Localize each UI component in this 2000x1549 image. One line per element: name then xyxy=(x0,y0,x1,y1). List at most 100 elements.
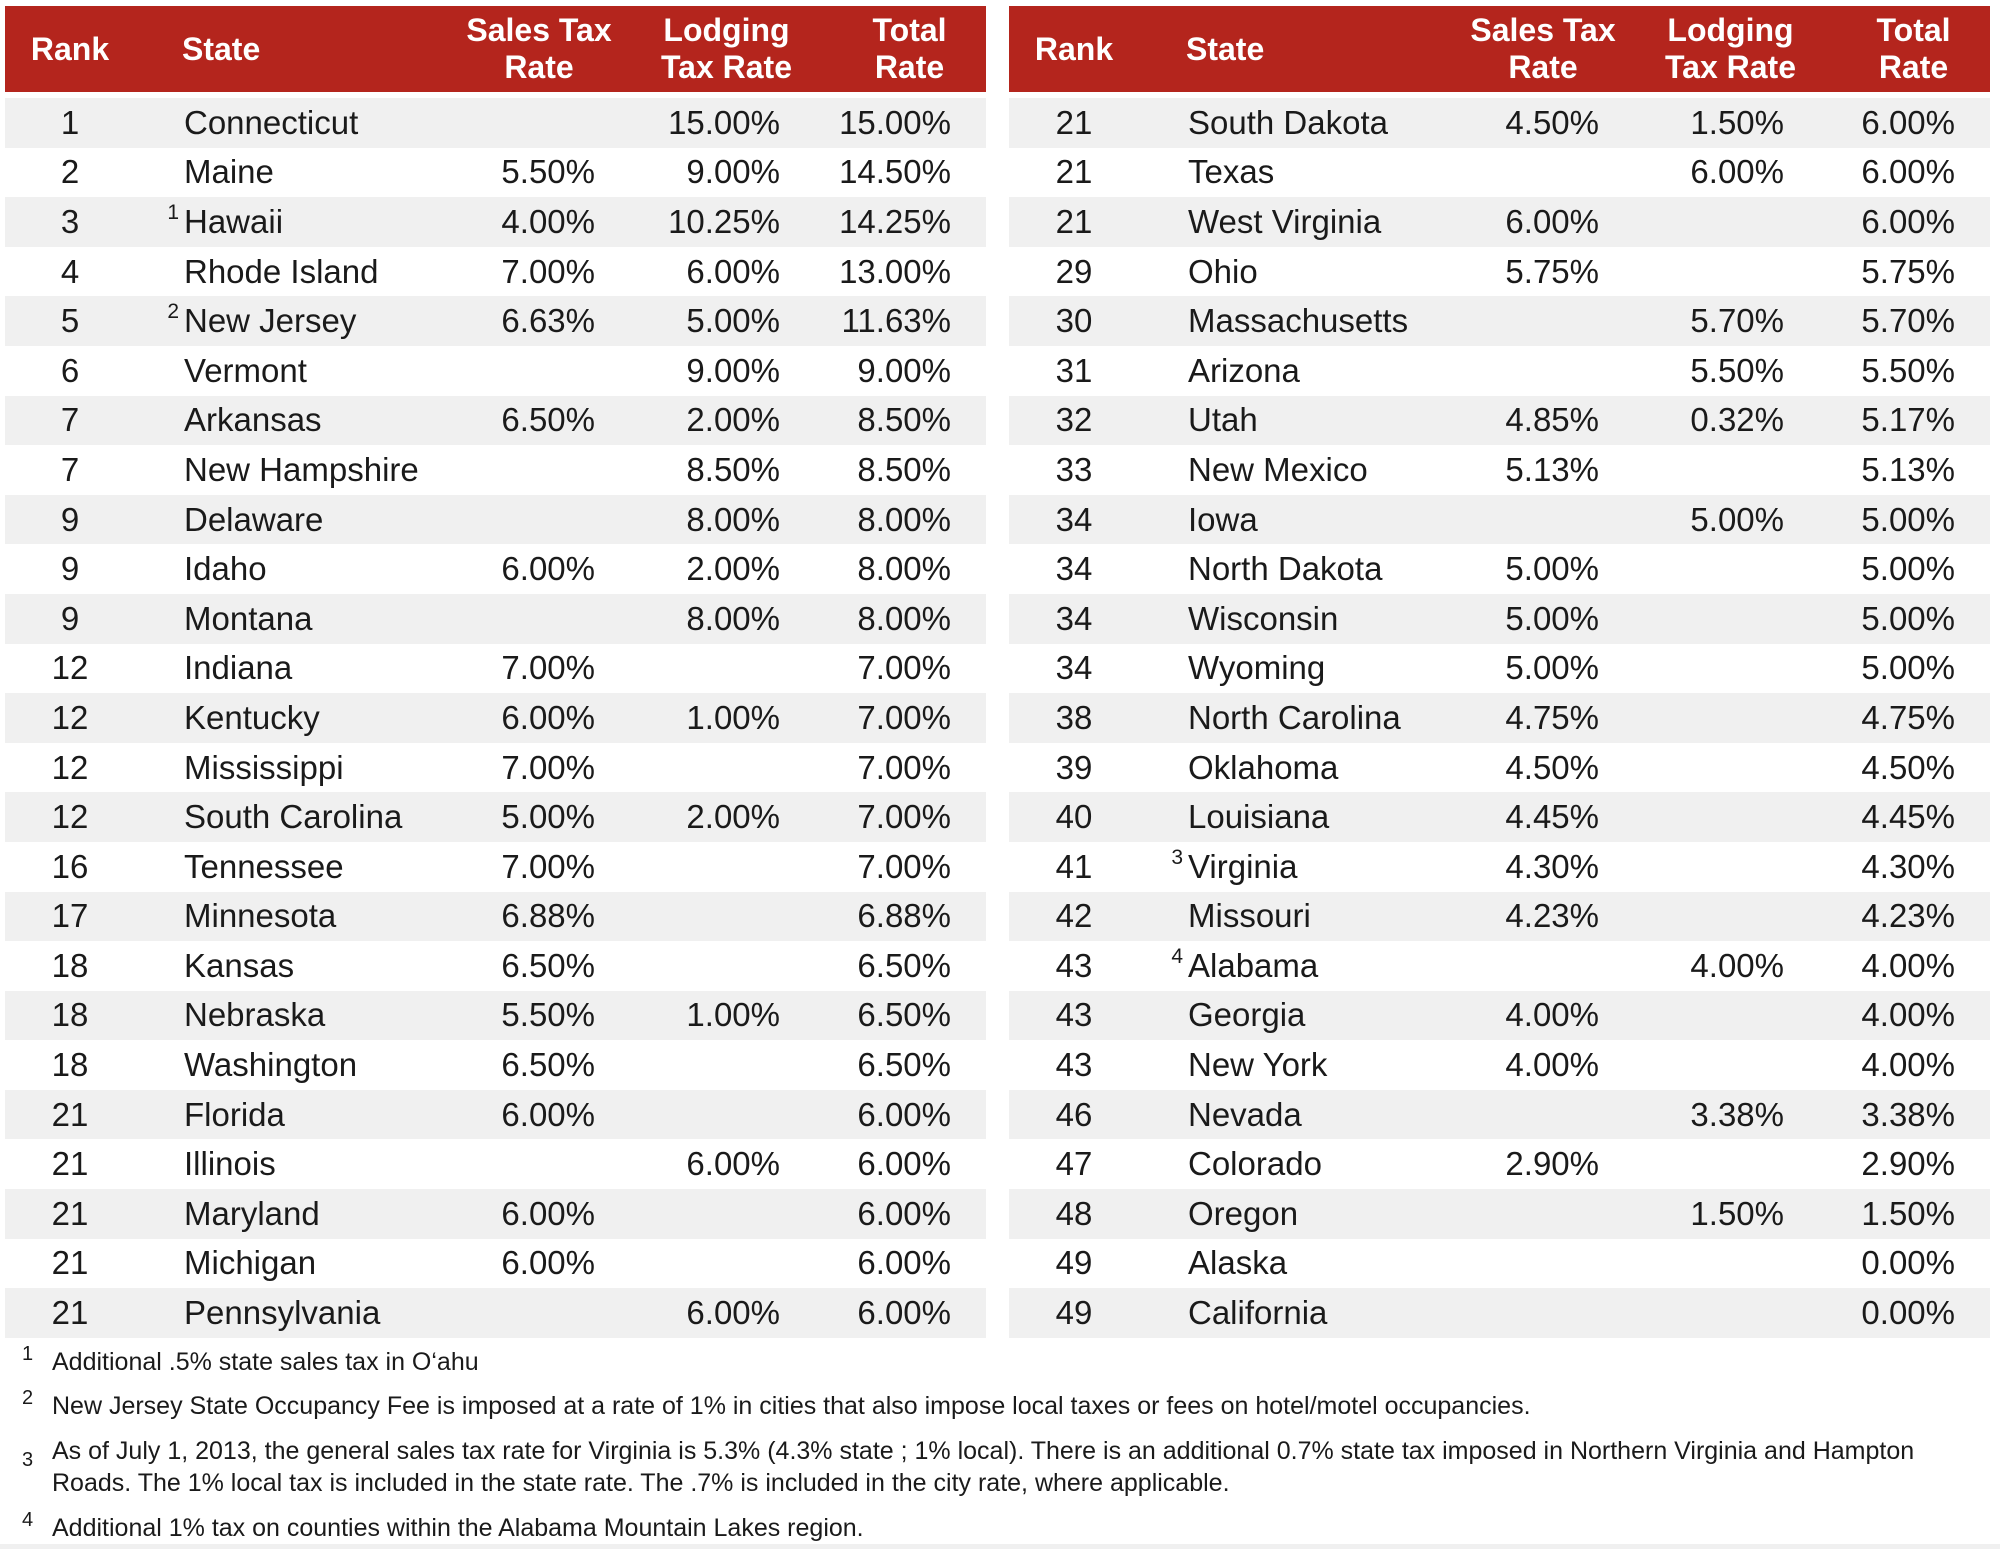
sales-tax-rate-cell: 5.13% xyxy=(1505,450,1599,488)
table-body-left: 1 Connecticut 15.00% 15.00% 2 Maine 5.50% 9.00%… xyxy=(5,98,986,1338)
state-name: New Jersey xyxy=(184,302,357,340)
total-rate-cell: 6.00% xyxy=(1861,153,1955,191)
rank-cell: 21 xyxy=(51,1294,89,1332)
lodging-tax-rate-cell: 1.00% xyxy=(686,698,780,736)
total-rate-cell: 8.00% xyxy=(857,599,951,637)
rank-cell: 9 xyxy=(60,550,80,588)
footnote-marker: 4 xyxy=(22,1508,34,1531)
state-name: Rhode Island xyxy=(184,252,379,290)
total-rate-cell: 6.00% xyxy=(857,1095,951,1133)
rank-cell: 46 xyxy=(1055,1095,1093,1133)
total-rate-cell: 6.00% xyxy=(1861,202,1955,240)
state-cell: Mississippi xyxy=(135,749,430,787)
state-name: Connecticut xyxy=(184,103,359,141)
column-header-lodging-tax-rate: Lodging Tax Rate xyxy=(634,12,819,86)
state-name: Arkansas xyxy=(184,401,322,439)
rank-cell: 3 xyxy=(60,202,80,240)
rank-cell: 34 xyxy=(1055,649,1093,687)
sales-tax-rate-cell: 4.45% xyxy=(1505,798,1599,836)
rank-cell: 31 xyxy=(1055,351,1093,389)
rank-cell: 18 xyxy=(51,946,89,984)
table-row: 7 Arkansas 6.50% 2.00% 8.50% xyxy=(5,395,986,446)
column-header-total-rate: Total Rate xyxy=(1823,12,2000,86)
state-name: Oregon xyxy=(1188,1194,1299,1232)
total-rate-cell: 5.00% xyxy=(1861,500,1955,538)
state-cell: Tennessee xyxy=(135,848,430,886)
total-rate-cell: 5.70% xyxy=(1861,302,1955,340)
state-cell: Indiana xyxy=(135,649,430,687)
column-header-state: State xyxy=(1186,30,1265,67)
state-cell: New Hampshire xyxy=(135,451,430,489)
state-name: Virginia xyxy=(1188,847,1298,885)
total-rate-cell: 6.00% xyxy=(857,1244,951,1282)
state-cell: Nebraska xyxy=(135,996,430,1034)
total-rate-cell: 7.00% xyxy=(857,798,951,836)
rank-cell: 1 xyxy=(60,103,80,141)
state-name: North Dakota xyxy=(1188,550,1383,588)
sales-tax-rate-cell: 6.00% xyxy=(501,698,595,736)
total-rate-cell: 6.50% xyxy=(857,946,951,984)
state-name: Alaska xyxy=(1188,1244,1288,1282)
rank-cell: 18 xyxy=(51,1046,89,1084)
state-cell: Maryland xyxy=(135,1195,430,1233)
rank-cell: 30 xyxy=(1055,302,1093,340)
table-row: 21 South Dakota 4.50% 1.50% 6.00% xyxy=(1009,98,1990,148)
state-cell: Texas xyxy=(1139,153,1434,191)
state-name: Montana xyxy=(184,599,313,637)
state-name: West Virginia xyxy=(1188,202,1382,240)
footnote-marker: 1 xyxy=(167,200,179,224)
sales-tax-rate-cell: 6.00% xyxy=(501,1095,595,1133)
state-name: Kansas xyxy=(184,946,295,984)
total-rate-cell: 5.75% xyxy=(1861,252,1955,290)
table-row: 12 Mississippi 7.00% 7.00% xyxy=(5,743,986,793)
lodging-tax-rate-cell: 2.00% xyxy=(686,798,780,836)
state-cell: Alaska xyxy=(1139,1244,1434,1282)
lodging-tax-rate-cell: 8.00% xyxy=(686,500,780,538)
lodging-tax-rate-cell: 9.00% xyxy=(686,351,780,389)
footnote-marker: 3 xyxy=(1171,845,1183,869)
table-row: 16 Tennessee 7.00% 7.00% xyxy=(5,842,986,892)
table-row: 30 Massachusetts 5.70% 5.70% xyxy=(1009,296,1990,346)
total-rate-cell: 0.00% xyxy=(1861,1244,1955,1282)
state-cell: Colorado xyxy=(1139,1145,1434,1183)
table-row: 38 North Carolina 4.75% 4.75% xyxy=(1009,693,1990,743)
total-rate-cell: 14.25% xyxy=(839,202,951,240)
state-name: Hawaii xyxy=(184,202,284,240)
column-header-rank: Rank xyxy=(1034,30,1114,67)
lodging-tax-rate-cell: 2.00% xyxy=(686,401,780,439)
total-rate-cell: 4.30% xyxy=(1861,847,1955,885)
table-row: 1 Connecticut 15.00% 15.00% xyxy=(5,98,986,148)
table-row: 33 New Mexico 5.13% 5.13% xyxy=(1009,445,1990,495)
lodging-tax-rate-cell: 5.50% xyxy=(1690,351,1784,389)
column-header-line: Sales Tax xyxy=(466,12,612,49)
sales-tax-rate-cell: 6.50% xyxy=(501,946,595,984)
state-cell: New York xyxy=(1139,1046,1434,1084)
total-rate-cell: 6.50% xyxy=(857,996,951,1034)
sales-tax-rate-cell: 5.75% xyxy=(1505,252,1599,290)
total-rate-cell: 6.50% xyxy=(857,1046,951,1084)
rank-cell: 21 xyxy=(1055,153,1093,191)
state-name: Pennsylvania xyxy=(184,1294,381,1332)
sales-tax-rate-cell: 6.63% xyxy=(501,302,595,340)
rank-cell: 21 xyxy=(1055,103,1093,141)
total-rate-cell: 1.50% xyxy=(1861,1194,1955,1232)
total-rate-cell: 6.00% xyxy=(857,1194,951,1232)
sales-tax-rate-cell: 6.00% xyxy=(1505,202,1599,240)
table-row: 21 Florida 6.00% 6.00% xyxy=(5,1089,986,1140)
lodging-tax-rate-cell: 6.00% xyxy=(686,252,780,290)
sales-tax-rate-cell: 7.00% xyxy=(501,649,595,687)
rank-cell: 49 xyxy=(1055,1294,1093,1332)
state-cell: North Dakota xyxy=(1139,550,1434,588)
sales-tax-rate-cell: 5.00% xyxy=(1505,649,1599,687)
footnote-1: 1 Additional .5% state sales tax in O‘ah… xyxy=(22,1343,1990,1379)
lodging-tax-rate-cell: 9.00% xyxy=(686,153,780,191)
state-cell: Ohio xyxy=(1139,253,1434,291)
sales-tax-rate-cell: 4.50% xyxy=(1505,748,1599,786)
state-name: Texas xyxy=(1188,153,1275,191)
rank-cell: 16 xyxy=(51,847,89,885)
state-cell: Florida xyxy=(135,1096,430,1134)
rank-cell: 21 xyxy=(51,1095,89,1133)
state-name: Ohio xyxy=(1188,252,1258,290)
state-name: Vermont xyxy=(184,351,307,389)
state-name: Indiana xyxy=(184,649,293,687)
